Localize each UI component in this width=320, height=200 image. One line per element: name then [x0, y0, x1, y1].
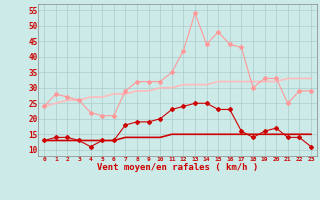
X-axis label: Vent moyen/en rafales ( km/h ): Vent moyen/en rafales ( km/h ): [97, 163, 258, 172]
